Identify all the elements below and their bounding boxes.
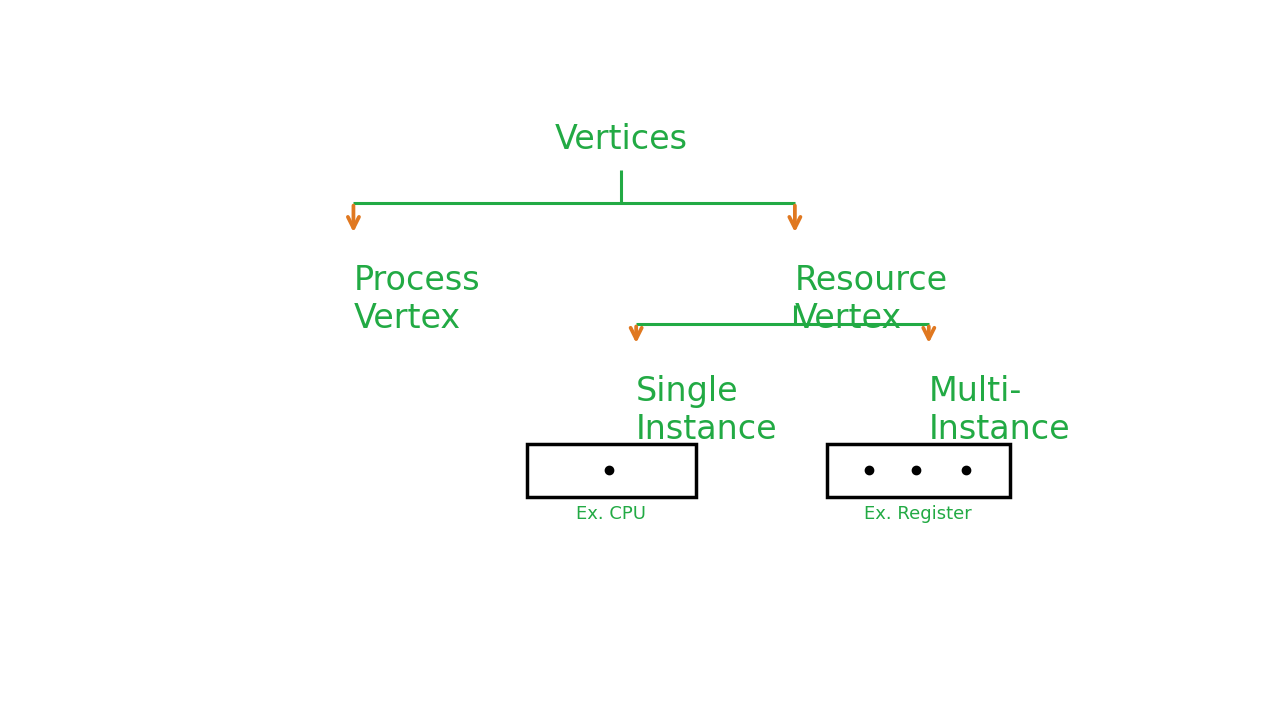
Text: Vertices: Vertices (554, 122, 687, 156)
Bar (527, 444, 696, 497)
Text: Ex. CPU: Ex. CPU (576, 505, 646, 523)
Text: Resource
Vertex: Resource Vertex (795, 264, 948, 335)
Text: Process
Vertex: Process Vertex (353, 264, 480, 335)
Text: Single
Instance: Single Instance (636, 374, 778, 446)
Text: Multi-
Instance: Multi- Instance (929, 374, 1070, 446)
Text: Ex. Register: Ex. Register (864, 505, 972, 523)
Bar (827, 444, 1010, 497)
